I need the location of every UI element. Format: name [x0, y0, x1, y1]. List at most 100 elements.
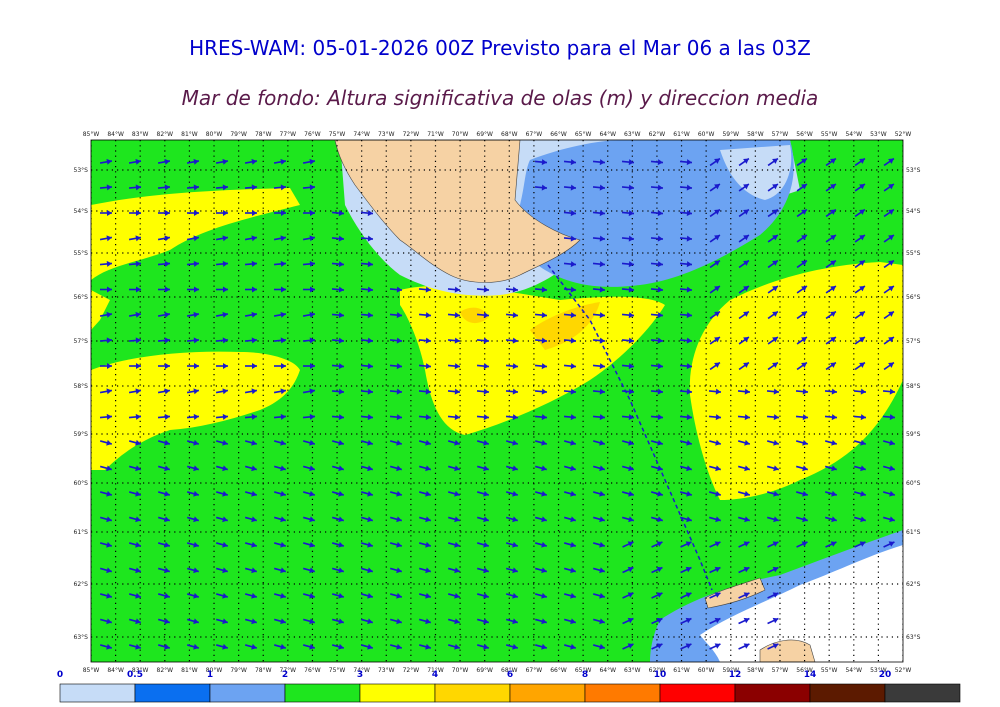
wave-direction-arrow	[767, 234, 779, 243]
wave-direction-arrow	[505, 592, 519, 599]
wave-direction-arrow	[447, 414, 461, 421]
sea-ice-region	[700, 545, 903, 662]
wave-direction-arrow	[738, 208, 750, 218]
wave-direction-arrow	[883, 285, 895, 294]
longitude-label: 59°W	[722, 131, 739, 138]
latitude-labels-left: 53°S 54°S 55°S 56°S 57°S 58°S 59°S 60°S 61°S 62°S…	[74, 167, 89, 641]
wave-direction-arrow	[651, 566, 663, 574]
wave-direction-arrow	[563, 465, 577, 472]
longitude-label: 79°W	[230, 131, 247, 138]
wave-direction-arrow	[505, 439, 519, 446]
wave-direction-arrow	[128, 260, 142, 267]
wave-direction-arrow	[389, 465, 403, 472]
wave-direction-arrow	[360, 414, 374, 421]
longitude-label: 71°W	[427, 131, 444, 138]
wave-direction-arrow	[738, 541, 750, 548]
wave-direction-arrow	[534, 567, 548, 574]
wave-direction-arrow	[825, 259, 837, 269]
longitude-label: 56°W	[796, 667, 813, 674]
wave-direction-arrow	[245, 286, 257, 293]
wave-direction-arrow	[418, 388, 432, 395]
wave-direction-arrow	[738, 259, 750, 269]
wave-direction-arrow	[534, 490, 548, 497]
wave-direction-arrow	[796, 361, 808, 371]
longitude-label: 55°W	[821, 667, 838, 674]
wave-direction-arrow	[563, 643, 577, 650]
wave-direction-arrow	[274, 363, 286, 369]
wave-direction-arrow	[303, 363, 315, 369]
wave-direction-arrow	[651, 541, 663, 548]
wave-direction-arrow	[129, 363, 141, 369]
wave-direction-arrow	[563, 567, 577, 574]
longitude-label: 81°W	[181, 667, 198, 674]
wave-direction-arrow	[447, 388, 461, 395]
wave-direction-arrow	[418, 541, 432, 548]
wave-direction-arrow	[592, 159, 606, 166]
swell-4-6m-patch	[530, 302, 600, 350]
graticule	[91, 140, 903, 662]
wave-direction-arrow	[883, 336, 895, 345]
latitude-label: 55°S	[906, 250, 921, 257]
wave-direction-arrow	[766, 388, 780, 395]
wave-direction-arrow	[563, 210, 577, 217]
wave-direction-arrow	[158, 286, 170, 293]
wave-direction-arrow	[186, 465, 200, 472]
wave-direction-arrow	[186, 439, 200, 446]
wave-direction-arrow	[476, 592, 490, 599]
colorbar-label: 4	[432, 670, 438, 680]
latitude-label: 61°S	[74, 529, 89, 536]
wave-direction-arrow	[650, 414, 664, 421]
longitude-label: 58°W	[747, 131, 764, 138]
wave-direction-arrow	[738, 566, 750, 574]
longitude-label: 60°W	[698, 131, 715, 138]
colorbar-swatch	[134, 683, 211, 703]
wave-direction-arrow	[621, 516, 635, 523]
swell-3-4m-region-central	[400, 285, 665, 435]
wave-direction-arrow	[563, 337, 577, 344]
wave-direction-arrow	[796, 208, 808, 218]
wave-direction-arrow	[853, 490, 867, 497]
wave-direction-arrow	[621, 337, 635, 344]
wave-direction-arrow	[476, 490, 490, 497]
wave-direction-arrow	[157, 618, 171, 625]
latitude-label: 63°S	[906, 634, 921, 641]
wave-direction-arrow	[447, 541, 461, 548]
wave-direction-arrow	[679, 235, 693, 242]
wave-direction-arrow	[244, 388, 258, 395]
wave-direction-arrow	[273, 388, 287, 395]
wave-direction-arrow	[651, 592, 663, 599]
wave-direction-arrow	[447, 618, 461, 625]
longitude-label: 80°W	[206, 667, 223, 674]
wave-direction-arrow	[244, 592, 258, 599]
wave-direction-arrow	[505, 490, 519, 497]
wave-direction-arrow	[186, 618, 200, 625]
wave-direction-arrow	[128, 592, 142, 599]
wave-direction-arrow	[650, 261, 664, 268]
wave-direction-arrow	[302, 184, 316, 191]
wave-direction-arrow	[650, 210, 664, 217]
wave-direction-arrow	[302, 158, 316, 165]
wave-direction-arrow	[360, 541, 374, 548]
wave-direction-arrow	[273, 643, 287, 650]
wave-direction-arrow	[331, 261, 345, 268]
wave-direction-arrow	[854, 234, 866, 243]
swell-3-4m-region-west-mid	[91, 290, 110, 330]
wave-direction-arrow	[360, 439, 374, 446]
wave-direction-arrow	[360, 210, 374, 217]
longitude-label: 83°W	[132, 131, 149, 138]
wave-direction-arrow	[825, 336, 837, 345]
wave-direction-arrow	[302, 235, 316, 242]
wave-direction-arrow	[302, 439, 316, 446]
wave-direction-arrow	[563, 490, 577, 497]
longitude-label: 81°W	[181, 131, 198, 138]
wave-direction-arrow	[244, 439, 258, 446]
wave-direction-arrow	[679, 159, 693, 166]
wave-direction-arrow	[418, 312, 432, 319]
wave-direction-arrow	[534, 439, 548, 446]
longitude-label: 62°W	[649, 131, 666, 138]
latitude-label: 62°S	[906, 581, 921, 588]
wave-direction-arrow	[796, 183, 808, 192]
wave-direction-arrow	[592, 261, 606, 268]
wave-direction-arrow	[679, 414, 693, 421]
wave-direction-arrow	[303, 286, 315, 293]
